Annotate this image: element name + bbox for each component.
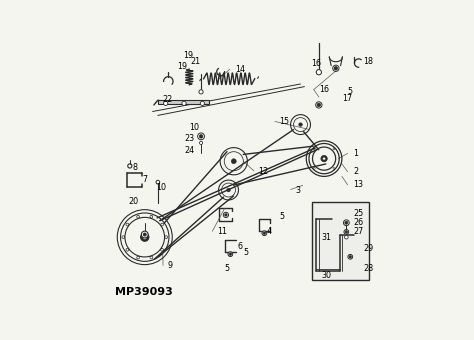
Circle shape xyxy=(299,123,302,126)
Text: 22: 22 xyxy=(163,95,173,104)
Circle shape xyxy=(143,235,147,239)
Circle shape xyxy=(225,214,227,216)
Circle shape xyxy=(263,232,266,235)
Circle shape xyxy=(229,253,232,255)
Text: 5: 5 xyxy=(243,248,248,257)
Text: 1: 1 xyxy=(353,149,358,158)
Text: 4: 4 xyxy=(266,227,272,236)
Text: 24: 24 xyxy=(184,146,195,155)
Circle shape xyxy=(182,101,186,105)
Text: 8: 8 xyxy=(132,163,137,172)
Circle shape xyxy=(333,65,339,71)
Text: 17: 17 xyxy=(342,94,353,103)
Circle shape xyxy=(199,135,203,138)
Text: 31: 31 xyxy=(321,233,331,242)
Circle shape xyxy=(334,66,337,70)
Text: 2: 2 xyxy=(353,167,358,176)
Circle shape xyxy=(345,231,347,233)
Text: 30: 30 xyxy=(321,271,331,279)
Text: 26: 26 xyxy=(353,218,363,227)
Text: 29: 29 xyxy=(364,244,374,253)
Circle shape xyxy=(164,101,168,105)
Circle shape xyxy=(199,90,203,94)
Text: 16: 16 xyxy=(311,58,321,68)
Text: 23: 23 xyxy=(184,135,195,143)
Text: 12: 12 xyxy=(259,167,269,176)
Text: 15: 15 xyxy=(280,117,290,126)
Text: 13: 13 xyxy=(353,180,363,189)
Circle shape xyxy=(223,212,228,218)
Circle shape xyxy=(262,231,267,236)
Circle shape xyxy=(143,233,146,236)
Circle shape xyxy=(348,254,353,259)
Text: 11: 11 xyxy=(217,227,227,236)
Circle shape xyxy=(200,101,204,105)
Circle shape xyxy=(344,220,349,226)
Circle shape xyxy=(200,141,202,144)
Bar xyxy=(158,100,209,104)
Text: 10: 10 xyxy=(189,123,199,132)
Text: 14: 14 xyxy=(235,65,245,74)
Text: 18: 18 xyxy=(364,57,374,66)
Text: 19: 19 xyxy=(177,63,188,71)
Text: 7: 7 xyxy=(142,175,147,184)
Circle shape xyxy=(141,231,148,238)
Text: 10: 10 xyxy=(156,183,166,192)
Circle shape xyxy=(317,103,321,107)
Text: 16: 16 xyxy=(319,85,329,94)
Text: 3: 3 xyxy=(295,186,301,194)
Text: 5: 5 xyxy=(225,264,230,273)
Circle shape xyxy=(349,255,352,258)
Text: 27: 27 xyxy=(353,227,363,236)
Circle shape xyxy=(316,70,321,75)
Text: 5: 5 xyxy=(280,212,285,221)
Circle shape xyxy=(344,230,349,234)
Text: MP39093: MP39093 xyxy=(115,287,173,297)
Bar xyxy=(312,202,369,280)
Text: 19: 19 xyxy=(182,51,193,60)
Text: 28: 28 xyxy=(364,264,374,273)
Text: 20: 20 xyxy=(128,197,138,206)
Text: 6: 6 xyxy=(237,242,243,251)
Circle shape xyxy=(141,233,149,241)
Text: 21: 21 xyxy=(190,57,200,66)
Circle shape xyxy=(231,159,236,164)
Circle shape xyxy=(156,180,160,184)
Circle shape xyxy=(227,188,230,192)
Text: 5: 5 xyxy=(347,87,353,96)
Text: 25: 25 xyxy=(353,209,363,218)
Circle shape xyxy=(323,157,326,160)
Circle shape xyxy=(345,235,348,239)
Circle shape xyxy=(198,133,204,140)
Text: 9: 9 xyxy=(167,261,172,270)
Circle shape xyxy=(345,221,348,224)
Circle shape xyxy=(321,155,327,162)
Circle shape xyxy=(228,252,233,256)
Circle shape xyxy=(316,102,322,108)
